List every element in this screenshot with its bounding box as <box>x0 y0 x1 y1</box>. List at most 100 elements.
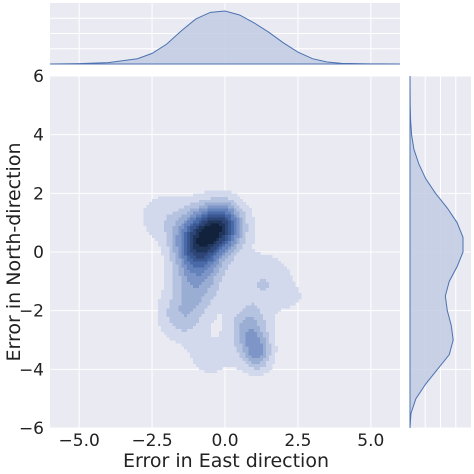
kde-cell <box>271 272 276 277</box>
kde-cell <box>201 219 206 224</box>
kde-cell <box>169 275 174 279</box>
kde-cell <box>204 281 209 285</box>
kde-cell <box>265 298 270 303</box>
kde-cell <box>192 296 197 300</box>
kde-cell <box>187 231 191 235</box>
kde-cell <box>198 234 203 238</box>
kde-cell <box>239 266 244 271</box>
kde-cell <box>242 257 247 262</box>
kde-cell <box>216 281 220 285</box>
kde-cell <box>192 316 197 321</box>
kde-cell <box>242 246 247 250</box>
kde-cell <box>268 269 273 274</box>
kde-cell <box>242 325 247 329</box>
kde-cell <box>227 310 232 315</box>
kde-cell <box>265 284 270 288</box>
kde-cell <box>204 328 209 332</box>
kde-cell <box>181 298 185 303</box>
kde-cell <box>242 345 247 350</box>
kde-cell <box>157 316 162 321</box>
kde-cell <box>190 281 194 285</box>
kde-cell <box>175 231 179 235</box>
kde-cell <box>227 298 232 303</box>
kde-cell <box>251 272 255 277</box>
kde-cell <box>257 316 261 321</box>
kde-cell <box>268 272 273 277</box>
kde-cell <box>198 298 203 303</box>
kde-cell <box>163 237 168 241</box>
kde-cell <box>283 298 287 303</box>
kde-cell <box>227 263 232 268</box>
kde-cell <box>172 243 177 247</box>
kde-cell <box>178 281 182 285</box>
kde-cell <box>257 342 261 347</box>
kde-cell <box>254 348 258 353</box>
kde-cell <box>213 296 217 300</box>
kde-cell <box>166 301 171 306</box>
kde-cell <box>268 348 273 353</box>
x-axis-label: Error in East direction <box>123 450 329 472</box>
kde-cell <box>184 266 188 271</box>
kde-cell <box>192 301 197 306</box>
kde-cell <box>216 307 220 312</box>
kde-cell <box>274 304 279 309</box>
kde-cell <box>225 360 229 365</box>
kde-cell <box>225 348 229 353</box>
kde-cell <box>198 296 203 300</box>
kde-cell <box>260 351 264 356</box>
kde-cell <box>178 260 182 265</box>
kde-cell <box>254 254 258 259</box>
kde-cell <box>227 266 232 271</box>
kde-cell <box>219 246 223 250</box>
kde-cell <box>201 202 206 206</box>
kde-cell <box>257 298 261 303</box>
kde-cell <box>204 196 209 200</box>
kde-cell <box>178 298 182 303</box>
kde-cell <box>254 301 258 306</box>
kde-cell <box>230 272 235 277</box>
kde-cell <box>265 345 270 350</box>
kde-cell <box>239 348 244 353</box>
kde-cell <box>204 342 209 347</box>
kde-cell <box>245 307 249 312</box>
kde-cell <box>233 360 238 365</box>
kde-cell <box>233 263 238 268</box>
kde-cell <box>236 246 241 250</box>
kde-cell <box>222 337 226 341</box>
kde-cell <box>169 290 174 294</box>
kde-cell <box>166 260 171 265</box>
kde-cell <box>187 216 191 221</box>
kde-cell <box>289 293 293 297</box>
kde-cell <box>222 357 226 362</box>
kde-cell <box>219 208 223 212</box>
kde-cell <box>242 354 247 359</box>
kde-cell <box>216 240 220 244</box>
kde-cell <box>251 290 255 294</box>
kde-cell <box>155 225 159 230</box>
kde-cell <box>271 310 276 315</box>
kde-cell <box>175 254 179 259</box>
kde-cell <box>155 208 159 212</box>
kde-cell <box>198 237 203 241</box>
kde-cell <box>175 240 179 244</box>
kde-cell <box>181 331 185 335</box>
kde-cell <box>204 240 209 244</box>
kde-cell <box>192 328 197 332</box>
kde-cell <box>230 257 235 262</box>
kde-cell <box>254 337 258 341</box>
kde-cell <box>163 304 168 309</box>
kde-cell <box>163 263 168 268</box>
kde-cell <box>216 208 220 212</box>
kde-cell <box>207 260 212 265</box>
kde-cell <box>265 316 270 321</box>
kde-cell <box>251 337 255 341</box>
kde-cell <box>172 219 177 224</box>
kde-cell <box>210 210 214 215</box>
kde-cell <box>230 298 235 303</box>
kde-cell <box>178 213 182 218</box>
kde-cell <box>257 301 261 306</box>
kde-cell <box>178 263 182 268</box>
kde-cell <box>277 278 282 282</box>
kde-cell <box>222 246 226 250</box>
kde-cell <box>178 310 182 315</box>
